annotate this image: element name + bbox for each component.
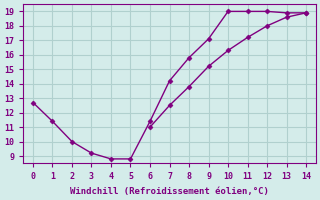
- X-axis label: Windchill (Refroidissement éolien,°C): Windchill (Refroidissement éolien,°C): [70, 187, 269, 196]
